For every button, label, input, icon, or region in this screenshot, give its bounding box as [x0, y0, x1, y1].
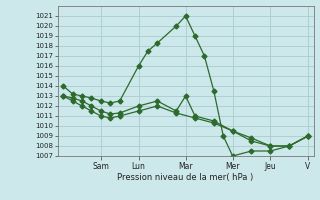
X-axis label: Pression niveau de la mer( hPa ): Pression niveau de la mer( hPa ) [117, 173, 254, 182]
